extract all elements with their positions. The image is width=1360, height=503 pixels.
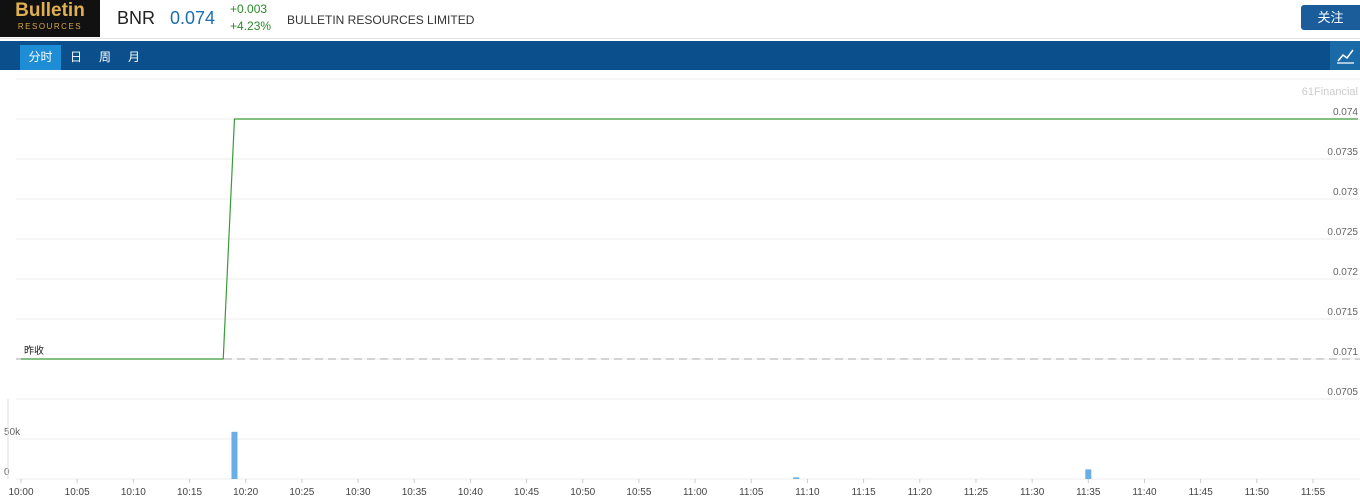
y-tick-label: 0.0705 [1327, 387, 1358, 398]
volume-bar [793, 477, 800, 479]
chart-icon[interactable] [1330, 41, 1360, 70]
y-tick-label: 0.072 [1333, 267, 1358, 278]
tab[interactable]: 周 [98, 50, 111, 64]
x-tick-label: 11:05 [739, 487, 764, 498]
y-tick-label: 0.0725 [1327, 227, 1358, 238]
y-tick-label: 0 [4, 467, 10, 478]
x-tick-label: 11:55 [1301, 487, 1326, 498]
change: +0.003 [230, 2, 268, 16]
volume-bar [231, 431, 238, 479]
x-tick-label: 11:25 [964, 487, 989, 498]
x-tick-label: 10:25 [289, 487, 314, 498]
y-tick-label: 0.0715 [1327, 307, 1358, 318]
x-tick-label: 10:40 [458, 487, 483, 498]
logo-text: Bulletin [15, 0, 85, 21]
prev-close-label: 昨收 [24, 344, 44, 357]
header: Bulletin RESOURCES BNR 0.074 +0.003 +4.23… [0, 0, 1360, 39]
x-tick-label: 10:35 [402, 487, 427, 498]
x-tick-label: 11:45 [1189, 487, 1214, 498]
x-tick-label: 10:50 [570, 487, 595, 498]
y-tick-label: 0.071 [1333, 347, 1358, 358]
tab[interactable]: 分时 [20, 45, 61, 70]
follow-button[interactable]: 关注 [1301, 5, 1360, 30]
change-pct: +4.23% [230, 19, 272, 33]
x-tick-label: 11:40 [1132, 487, 1157, 498]
x-tick-label: 11:50 [1245, 487, 1270, 498]
price-line [21, 118, 1358, 360]
y-tick-label: 0.074 [1333, 107, 1358, 118]
tab-bar: 分时 日 周 月 [0, 41, 1360, 70]
x-tick-label: 10:20 [233, 487, 258, 498]
x-tick-label: 11:20 [908, 487, 933, 498]
x-tick-label: 10:30 [346, 487, 371, 498]
tab[interactable]: 月 [127, 50, 140, 64]
logo: Bulletin RESOURCES [0, 0, 100, 37]
company-name: BULLETIN RESOURCES LIMITED [287, 13, 475, 27]
symbol: BNR [117, 8, 156, 28]
x-tick-label: 11:10 [795, 487, 820, 498]
price: 0.074 [170, 8, 216, 28]
x-tick-label: 10:10 [121, 487, 146, 498]
logo-subtext: RESOURCES [17, 22, 83, 31]
x-tick-label: 11:30 [1020, 487, 1045, 498]
x-tick-label: 10:00 [8, 487, 33, 498]
x-tick-label: 10:55 [626, 487, 651, 498]
x-tick-label: 11:35 [1076, 487, 1101, 498]
x-tick-label: 10:45 [514, 487, 539, 498]
tab[interactable]: 日 [69, 50, 82, 64]
watermark: 61Financial [1302, 86, 1358, 98]
x-tick-label: 11:15 [851, 487, 876, 498]
x-tick-label: 11:00 [683, 487, 708, 498]
x-tick-label: 10:15 [177, 487, 202, 498]
volume-bar [1085, 469, 1092, 479]
y-tick-label: 50k [4, 427, 21, 438]
y-tick-label: 0.0735 [1327, 147, 1358, 158]
y-tick-label: 0.073 [1333, 187, 1358, 198]
x-tick-label: 10:05 [65, 487, 90, 498]
